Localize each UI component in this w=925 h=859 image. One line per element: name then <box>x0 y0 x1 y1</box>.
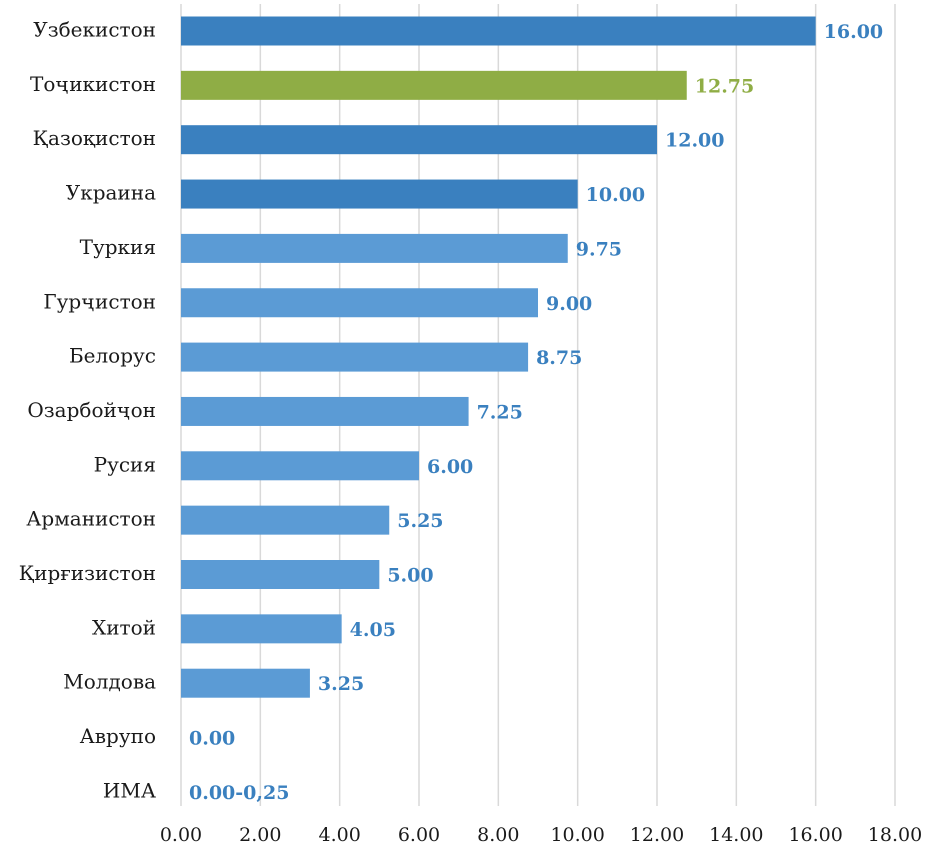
category-label-5: Гурҷистон <box>43 289 156 313</box>
category-label-8: Русия <box>94 452 156 476</box>
x-tick-label-2: 4.00 <box>319 824 361 846</box>
category-label-12: Молдова <box>63 670 156 694</box>
bar-1 <box>181 70 687 100</box>
value-label-11: 4.05 <box>350 619 396 641</box>
category-label-6: Белорус <box>69 344 156 368</box>
bars <box>181 16 816 698</box>
x-tick-label-6: 12.00 <box>630 824 684 846</box>
value-labels: 16.00 12.75 12.00 10.00 9.75 9.00 8.75 7.25 6.00… <box>189 21 883 804</box>
bar-12 <box>181 668 310 698</box>
value-label-9: 5.25 <box>397 510 443 532</box>
x-tick-label-5: 10.00 <box>550 824 604 846</box>
bar-10 <box>181 560 380 589</box>
bar-6 <box>181 342 529 372</box>
value-label-12: 3.25 <box>318 673 364 695</box>
x-tick-label-9: 18.00 <box>868 824 922 846</box>
value-label-0: 16.00 <box>824 21 884 43</box>
category-label-9: Арманистон <box>26 507 156 531</box>
value-label-3: 10.00 <box>586 184 646 206</box>
category-label-11: Хитой <box>92 615 156 639</box>
bar-3 <box>181 179 578 209</box>
x-tick-label-7: 14.00 <box>709 824 763 846</box>
value-label-10: 5.00 <box>387 565 433 587</box>
category-label-7: Озарбойҷон <box>27 398 156 422</box>
category-label-13: Аврупо <box>80 724 156 748</box>
category-label-3: Украина <box>66 181 156 205</box>
category-label-10: Қирғизистон <box>19 561 156 585</box>
value-label-7: 7.25 <box>477 401 523 423</box>
category-label-1: Тоҷикистон <box>30 72 156 96</box>
x-tick-label-1: 2.00 <box>239 824 281 846</box>
category-label-2: Қазоқистон <box>33 126 156 150</box>
x-tick-label-8: 16.00 <box>788 824 842 846</box>
value-label-8: 6.00 <box>427 456 473 478</box>
bar-5 <box>181 288 538 318</box>
bar-2 <box>181 125 657 155</box>
category-label-4: Туркия <box>80 235 156 259</box>
x-tick-label-3: 6.00 <box>398 824 440 846</box>
bar-11 <box>181 614 342 644</box>
value-label-2: 12.00 <box>665 130 725 152</box>
x-axis-tick-labels: 0.00 2.00 4.00 6.00 8.00 10.00 12.00 14.00 16.00… <box>160 824 922 846</box>
bar-0 <box>181 16 816 46</box>
value-label-5: 9.00 <box>546 293 592 315</box>
category-label-0: Узбекистон <box>33 18 156 42</box>
bar-9 <box>181 505 390 535</box>
value-label-6: 8.75 <box>536 347 582 369</box>
value-label-1: 12.75 <box>695 75 755 97</box>
category-labels: Узбекистон Тоҷикистон Қазоқистон Украина Тур… <box>19 18 156 803</box>
bar-4 <box>181 233 568 263</box>
value-label-14: 0.00-0,25 <box>189 782 289 804</box>
bar-8 <box>181 451 419 481</box>
category-label-14: ИМА <box>103 778 156 802</box>
bar-7 <box>181 396 469 426</box>
x-tick-label-4: 8.00 <box>477 824 519 846</box>
value-label-13: 0.00 <box>189 728 235 750</box>
x-tick-label-0: 0.00 <box>160 824 202 846</box>
value-label-4: 9.75 <box>576 238 622 260</box>
